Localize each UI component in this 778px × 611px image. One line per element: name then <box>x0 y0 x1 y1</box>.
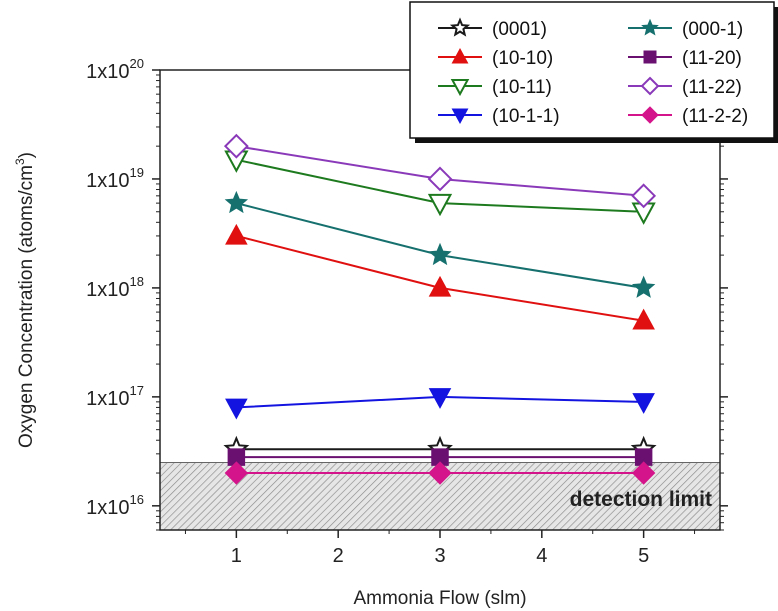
y-tick-label: 1x1020 <box>86 56 144 83</box>
y-tick-label-base: 1x10 <box>86 388 129 410</box>
y-tick-label-base: 1x10 <box>86 279 129 301</box>
legend-item: (000-1) <box>628 18 743 40</box>
series-10-10 <box>225 223 655 330</box>
legend-label: (10-11) <box>492 77 552 98</box>
x-tick-label: 3 <box>434 545 445 567</box>
data-point <box>223 133 249 159</box>
y-tick-label-exponent: 16 <box>130 492 144 507</box>
legend-label: (11-2-2) <box>682 106 748 127</box>
series-000-1 <box>224 190 656 298</box>
legend-marker <box>640 76 660 96</box>
data-point <box>631 275 656 298</box>
series-10-11 <box>224 150 656 225</box>
y-tick-label-exponent: 18 <box>130 274 144 289</box>
y-tick-label: 1x1019 <box>86 165 144 192</box>
legend-item: (11-2-2) <box>628 106 748 127</box>
legend-label: (10-1-1) <box>492 106 560 127</box>
legend-item: (0001) <box>438 17 547 40</box>
legend-label: (11-20) <box>682 48 742 69</box>
x-tick-label: 1 <box>231 545 242 567</box>
y-tick-label-exponent: 20 <box>130 56 144 71</box>
y-tick-label: 1x1016 <box>86 492 144 519</box>
y-tick-label-exponent: 19 <box>130 165 144 180</box>
data-point <box>225 223 248 245</box>
data-point <box>225 398 248 420</box>
legend-label: (000-1) <box>682 19 743 40</box>
data-point <box>631 183 657 209</box>
data-point <box>632 308 655 330</box>
data-point <box>631 461 656 485</box>
legend-marker <box>451 108 469 125</box>
x-tick-label: 5 <box>638 545 649 567</box>
series-group <box>223 133 657 485</box>
y-axis-title: Oxygen Concentration (atoms/cm3) <box>13 152 37 448</box>
legend-marker <box>449 17 471 37</box>
series-11-2-2 <box>224 461 656 485</box>
y-tick-label: 1x1018 <box>86 274 144 301</box>
y-axis-title-close: ) <box>16 152 37 158</box>
legend-marker <box>641 18 659 36</box>
legend-item: (10-1-1) <box>438 106 560 127</box>
legend-item: (11-22) <box>628 76 742 98</box>
x-axis-title: Ammonia Flow (slm) <box>353 588 526 609</box>
legend-marker <box>451 47 469 64</box>
y-tick-label-exponent: 17 <box>130 383 144 398</box>
detection-limit-label: detection limit <box>570 488 712 511</box>
data-point <box>224 461 249 485</box>
legend-item: (11-20) <box>628 48 742 69</box>
legend-label: (11-22) <box>682 77 742 98</box>
y-axis-title-main: Oxygen Concentration (atoms/cm <box>16 165 37 448</box>
x-tick-label: 4 <box>536 545 547 567</box>
legend-label: (10-10) <box>492 48 553 69</box>
series-11-20 <box>227 448 653 466</box>
y-tick-label-base: 1x10 <box>86 170 129 192</box>
series-10-1-1 <box>225 388 655 420</box>
y-tick-label-base: 1x10 <box>86 497 129 519</box>
legend-item: (10-11) <box>438 77 552 98</box>
legend-item: (10-10) <box>438 47 553 69</box>
legend-marker <box>450 79 470 97</box>
series-11-22 <box>223 133 657 209</box>
legend-marker <box>641 106 659 124</box>
legend: (0001) (000-1) (10-10) (11-20) (10-11) (11-22… <box>409 1 778 143</box>
legend-label: (0001) <box>492 19 547 40</box>
y-axis-title-superscript: 3 <box>13 158 27 165</box>
data-point <box>427 166 453 192</box>
y-tick-label: 1x1017 <box>86 383 144 410</box>
data-point <box>632 393 655 414</box>
data-point <box>428 388 452 409</box>
data-point <box>428 242 452 266</box>
data-point <box>224 190 249 214</box>
data-point <box>427 193 453 217</box>
x-tick-label: 2 <box>333 545 344 567</box>
data-point <box>428 275 452 297</box>
y-tick-label-base: 1x10 <box>86 61 129 83</box>
data-point <box>428 461 452 485</box>
legend-marker <box>643 50 657 64</box>
